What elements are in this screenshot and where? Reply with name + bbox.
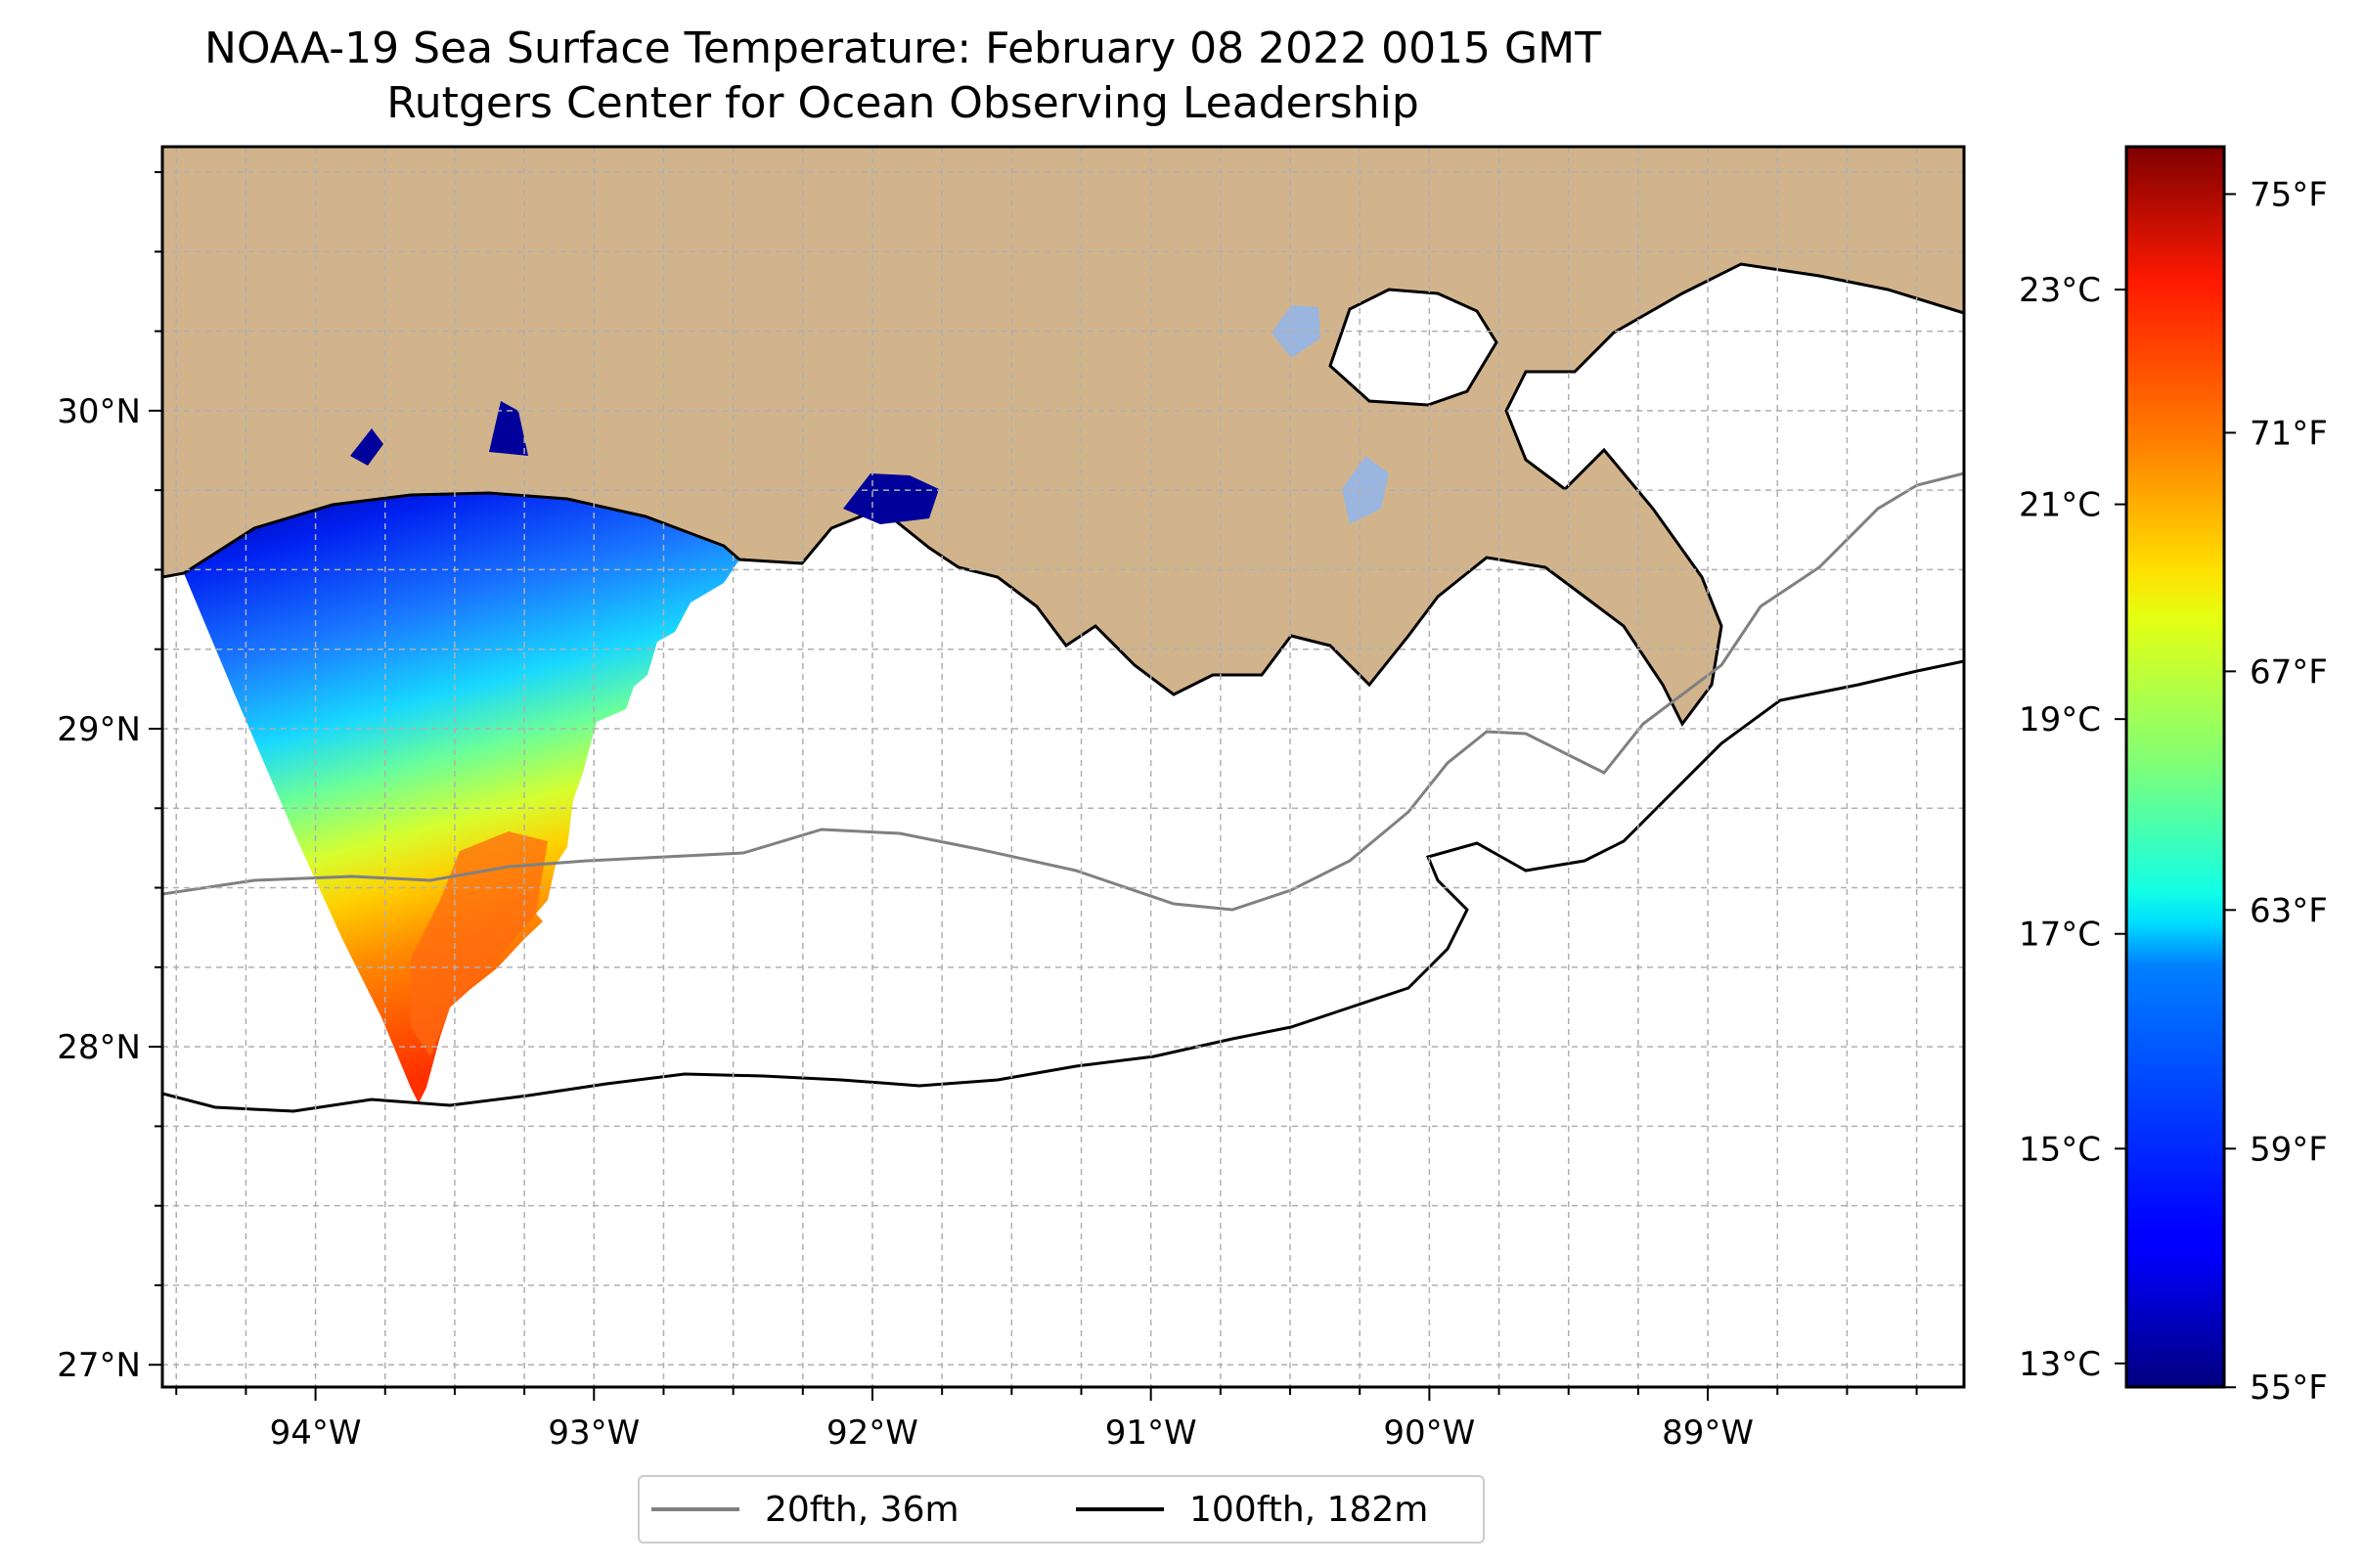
gridlines [162,147,1964,1387]
isobath-100fth [162,659,1964,1113]
legend-label-100fth: 100fth, 182m [1189,1489,1429,1530]
colorbar-label-c: 15°C [2019,1130,2101,1169]
inland-water [1342,456,1389,524]
sst-swath [184,493,739,1103]
colorbar-label-f: 67°F [2250,652,2328,692]
legend-item-20fth: 20fth, 36m [651,1477,959,1542]
legend: 20fth, 36m 100fth, 182m [638,1475,1485,1544]
chart-title: NOAA-19 Sea Surface Temperature: Februar… [204,23,1601,73]
colorbar-label-c: 13°C [2019,1345,2101,1384]
inland-water-dark [350,428,383,466]
colorbar-label-c: 17°C [2019,916,2101,955]
land-mass [162,147,1964,727]
colorbar-label-f: 59°F [2250,1130,2328,1169]
x-tick-label: 91°W [1105,1413,1197,1453]
colorbar-label-c: 23°C [2019,271,2101,310]
x-tick-label: 89°W [1662,1413,1754,1453]
legend-line-20fth [651,1507,739,1511]
legend-label-20fth: 20fth, 36m [765,1489,959,1530]
isobath-20fth [162,471,1964,912]
legend-item-100fth: 100fth, 182m [1076,1477,1428,1542]
colorbar-label-c: 19°C [2019,700,2101,739]
axis-ticks: 94°W 93°W 92°W 91°W 90°W 89°W 30°N 29°N 28°N 27°N [57,171,1918,1453]
x-tick-label: 94°W [270,1413,362,1453]
legend-line-100fth [1076,1507,1164,1511]
y-tick-label: 27°N [57,1346,141,1385]
colorbar [2124,145,2226,1389]
map-area [162,147,1964,1387]
chart-subtitle: Rutgers Center for Ocean Observing Leade… [386,78,1419,128]
colorbar-label-f: 71°F [2250,414,2328,453]
map-frame [160,145,1966,1389]
inland-water-dark [489,401,528,456]
y-tick-label: 30°N [57,392,141,431]
x-tick-label: 90°W [1383,1413,1475,1453]
y-tick-label: 29°N [57,710,141,749]
x-tick-label: 93°W [548,1413,640,1453]
lake-pontchartrain [1328,288,1498,407]
colorbar-ticks: 13°C 15°C 17°C 19°C 21°C 23°C 55°F 59°F 63°F 67°F… [2019,175,2328,1408]
colorbar-label-c: 21°C [2019,486,2101,525]
y-tick-label: 28°N [57,1028,141,1067]
colorbar-label-f: 55°F [2250,1368,2328,1408]
inland-water-dark [843,473,939,524]
x-tick-label: 92°W [826,1413,918,1453]
colorbar-label-f: 75°F [2250,175,2328,214]
colorbar-label-f: 63°F [2250,891,2328,930]
